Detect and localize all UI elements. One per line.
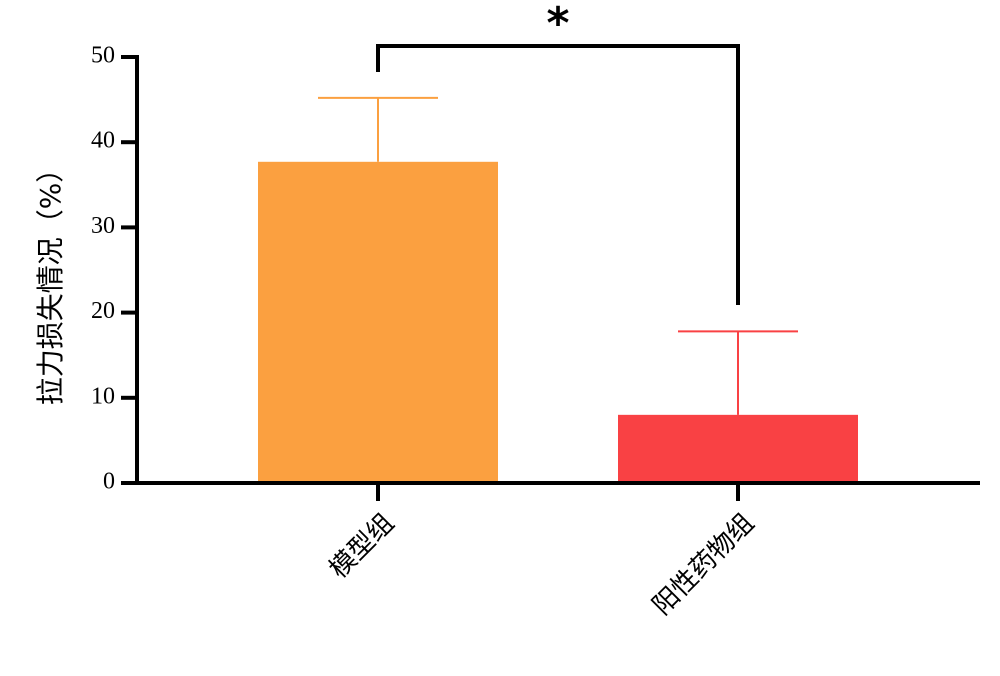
y-tick-label: 30 <box>91 213 115 239</box>
y-tick-label: 40 <box>91 128 115 154</box>
y-axis-label: 拉力损失情况（%） <box>34 155 67 406</box>
x-tick-label: 阳性药物组 <box>647 508 760 621</box>
x-tick-label: 模型组 <box>324 508 400 584</box>
significance-label: * <box>546 0 569 49</box>
y-tick-label: 0 <box>103 469 115 495</box>
y-tick-label: 20 <box>91 298 115 324</box>
y-tick-label: 50 <box>91 43 115 69</box>
error-bar <box>678 330 798 415</box>
bar <box>618 414 858 483</box>
bar <box>258 161 498 483</box>
significance-bracket <box>376 44 740 305</box>
error-bar <box>318 96 438 162</box>
y-tick-label: 10 <box>91 383 115 409</box>
